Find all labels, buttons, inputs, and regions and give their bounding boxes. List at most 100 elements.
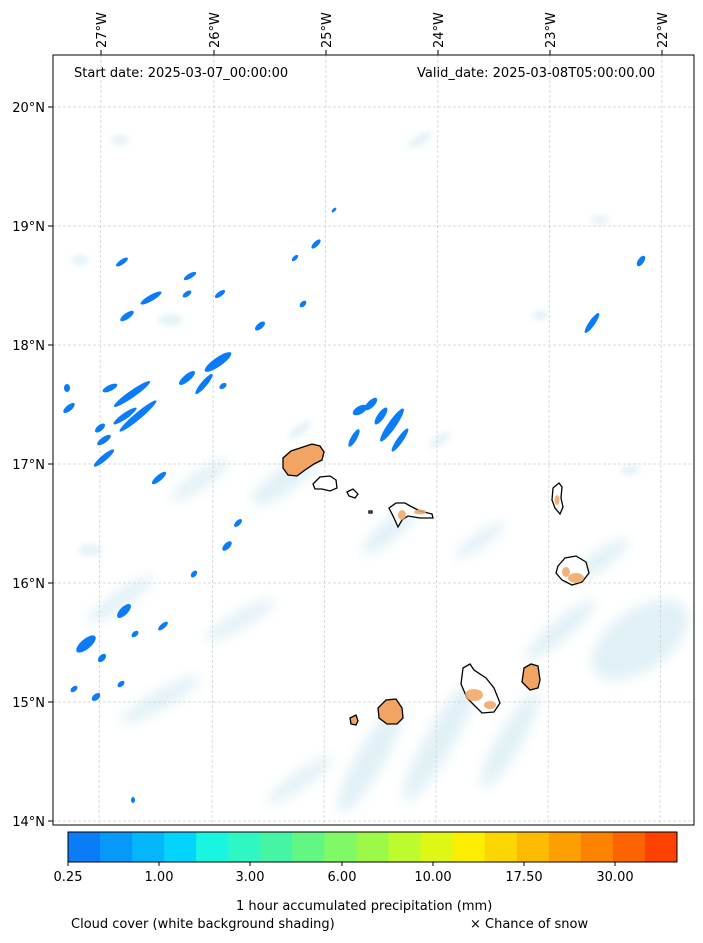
lon-label: 24°W: [432, 12, 447, 48]
island-brava: [349, 714, 359, 726]
colorbar-frame: [67, 831, 678, 863]
rain-cell: [331, 207, 337, 213]
island-maio: [521, 663, 541, 691]
longitude-labels: 27°W 26°W 25°W 24°W 23°W 22°W: [95, 12, 671, 48]
rain-cell: [299, 300, 307, 308]
rain-cell: [348, 429, 360, 447]
island-fogo: [377, 698, 404, 725]
rain-cell: [97, 653, 107, 663]
colorbar-segment: [580, 832, 614, 862]
rain-cell: [158, 621, 168, 631]
map-frame: [52, 54, 695, 826]
rain-cell: [195, 373, 213, 395]
colorbar-segment: [196, 832, 229, 862]
lat-label: 16°N: [12, 577, 45, 592]
colorbar-segment: [132, 832, 165, 862]
rain-cell: [63, 402, 75, 414]
island-sao-nicolau: [388, 502, 434, 529]
rain-cell: [95, 423, 105, 433]
rain-cell: [380, 408, 404, 442]
rain-cell: [131, 797, 135, 803]
island-islet: [368, 510, 373, 514]
rain-cell: [183, 271, 197, 281]
rain-cell: [120, 310, 134, 322]
rain-cell: [364, 397, 378, 411]
snow-note: × Chance of snow: [470, 917, 589, 932]
rain-cell: [91, 693, 101, 701]
colorbar-segment: [420, 832, 454, 862]
rain-cell: [391, 428, 409, 452]
rain-cell: [222, 541, 232, 551]
rain-cell: [131, 630, 139, 638]
colorbar-segment: [100, 832, 133, 862]
precipitation-cells: [63, 207, 646, 803]
colorbar-segment: [612, 832, 646, 862]
colorbar-segment: [164, 832, 197, 862]
lon-label: 23°W: [544, 12, 559, 48]
rain-cell: [584, 313, 600, 333]
cloud-cover-note: Cloud cover (white background shading): [71, 917, 335, 932]
rain-cell: [116, 257, 128, 267]
rain-cell: [93, 449, 115, 467]
island-santa-luzia: [346, 488, 359, 499]
latitude-labels: 20°N 19°N 18°N 17°N 16°N 15°N 14°N: [12, 101, 45, 830]
rain-cell: [97, 434, 111, 446]
colorbar-segment: [516, 832, 550, 862]
colorbar-tick-label: 1.00: [144, 870, 174, 885]
colorbar-title: 1 hour accumulated precipitation (mm): [236, 899, 493, 914]
island-santo-antao: [282, 443, 325, 477]
rain-cell: [151, 471, 167, 485]
colorbar-segment: [644, 832, 678, 862]
colorbar-tick-label: 10.00: [414, 870, 452, 885]
rain-cell: [117, 604, 131, 618]
rain-cell: [179, 371, 195, 385]
rain-cell: [636, 255, 646, 267]
rain-cell: [76, 635, 96, 653]
rain-cell: [182, 290, 192, 298]
colorbar-tick-label: 0.25: [53, 870, 83, 885]
colorbar-tick-label: 6.00: [327, 870, 357, 885]
colorbar-tick-label: 17.50: [505, 870, 543, 885]
lon-label: 25°W: [320, 12, 335, 48]
rain-cell: [204, 352, 232, 372]
rain-cell: [291, 254, 299, 262]
lon-label: 27°W: [95, 12, 110, 48]
colorbar-tick-label: 30.00: [596, 870, 634, 885]
rain-cell: [219, 382, 227, 390]
colorbar-segment: [388, 832, 422, 862]
rain-cell: [64, 384, 70, 392]
rain-cell: [113, 407, 137, 425]
island-sao-vicente: [312, 475, 338, 492]
lon-label: 26°W: [208, 12, 223, 48]
rain-cell: [140, 291, 162, 305]
valid-date-label: Valid_date: 2025-03-08T05:00:00.00: [417, 66, 656, 81]
tick-marks: [48, 50, 663, 822]
island-precip-shading: [398, 495, 584, 709]
rain-cell: [102, 383, 118, 393]
rain-cell: [190, 570, 198, 578]
rain-cell: [113, 381, 151, 407]
lat-label: 14°N: [12, 815, 45, 830]
rain-cell: [352, 404, 368, 416]
rain-cell: [234, 519, 242, 527]
colorbar-segment: [68, 832, 101, 862]
lat-label: 15°N: [12, 696, 45, 711]
rain-cell: [119, 400, 157, 432]
rain-cell: [374, 407, 388, 425]
colorbar-segment: [484, 832, 518, 862]
rain-cell: [311, 239, 321, 249]
rain-cell: [70, 685, 78, 693]
colorbar-tick-label: 3.00: [235, 870, 265, 885]
lat-label: 17°N: [12, 458, 45, 473]
rain-cell: [117, 680, 125, 688]
rain-cell: [255, 321, 265, 331]
lat-label: 18°N: [12, 339, 45, 354]
rain-cell: [214, 289, 226, 299]
lon-label: 22°W: [656, 12, 671, 48]
colorbar-segment: [324, 832, 357, 862]
lat-label: 20°N: [12, 101, 45, 116]
cloud-haze-layer: [70, 131, 689, 813]
colorbar-segment: [260, 832, 293, 862]
colorbar-segment: [292, 832, 325, 862]
